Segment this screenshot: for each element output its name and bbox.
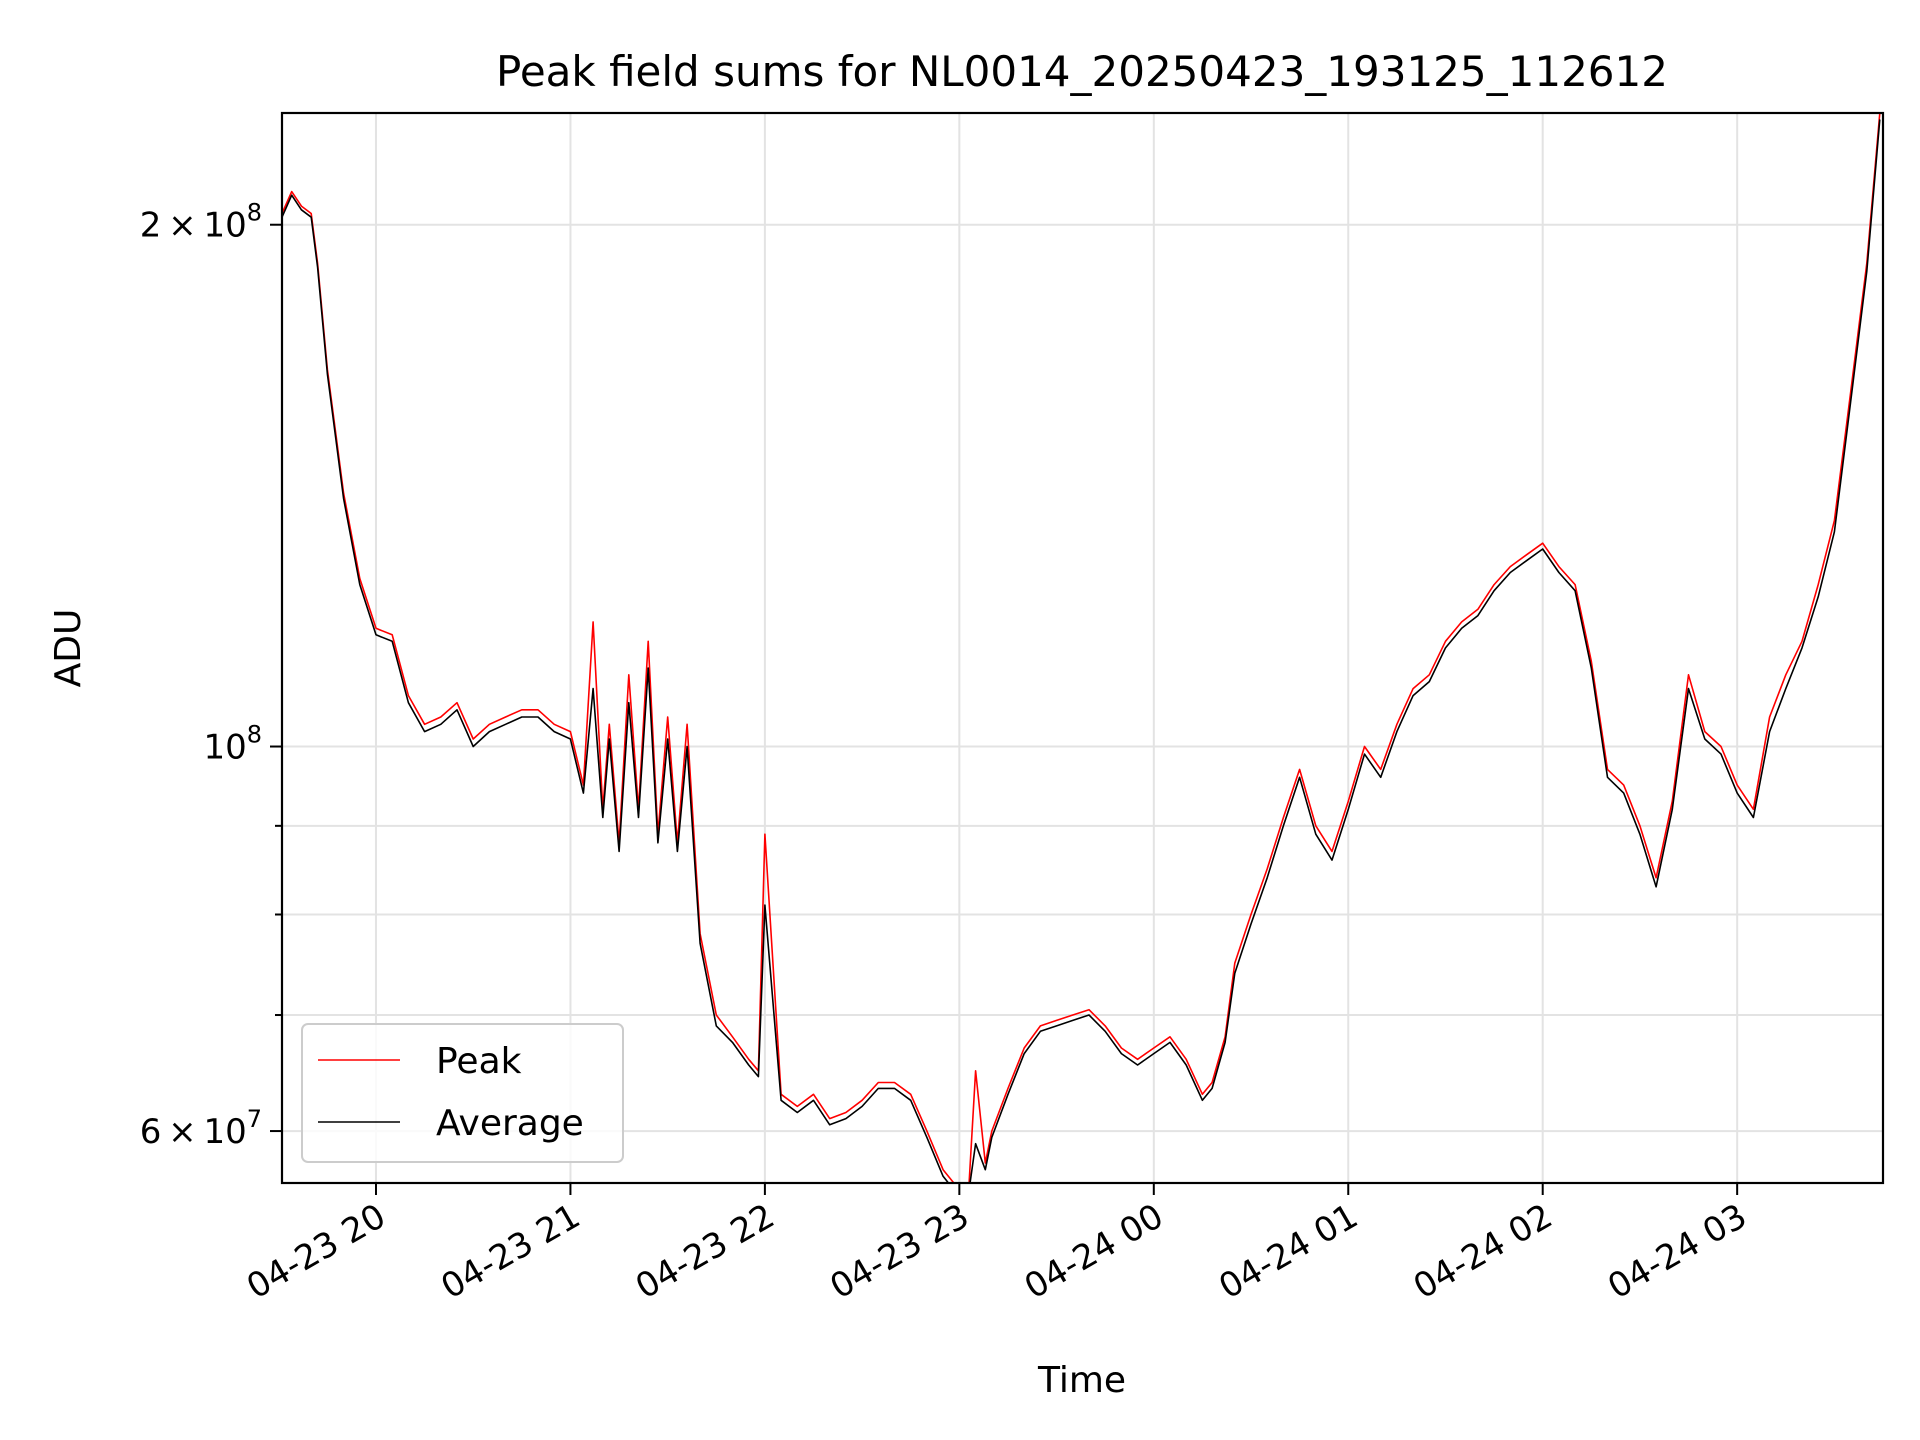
y-tick-label: 2 × 108 [140, 199, 262, 246]
legend-label-peak: Peak [436, 1041, 522, 1082]
legend: Peak Average [301, 1023, 624, 1163]
legend-box [301, 1023, 624, 1163]
grid [282, 113, 1883, 1183]
plot-frame [280, 111, 1885, 1185]
x-axis-label: Time [1037, 1360, 1126, 1401]
chart-title: Peak field sums for NL0014_20250423_1931… [496, 47, 1668, 96]
series-line-peak [282, 113, 1881, 1183]
legend-label-average: Average [436, 1103, 584, 1144]
y-tick-label: 6 × 107 [140, 1105, 262, 1152]
y-axis-label: ADU [48, 609, 89, 688]
y-tick-label: 108 [203, 721, 262, 768]
y-axis: 6 × 107 108 2 × 108 [140, 199, 282, 1152]
series-layer [282, 113, 1881, 1183]
series-line-average [282, 119, 1881, 1183]
